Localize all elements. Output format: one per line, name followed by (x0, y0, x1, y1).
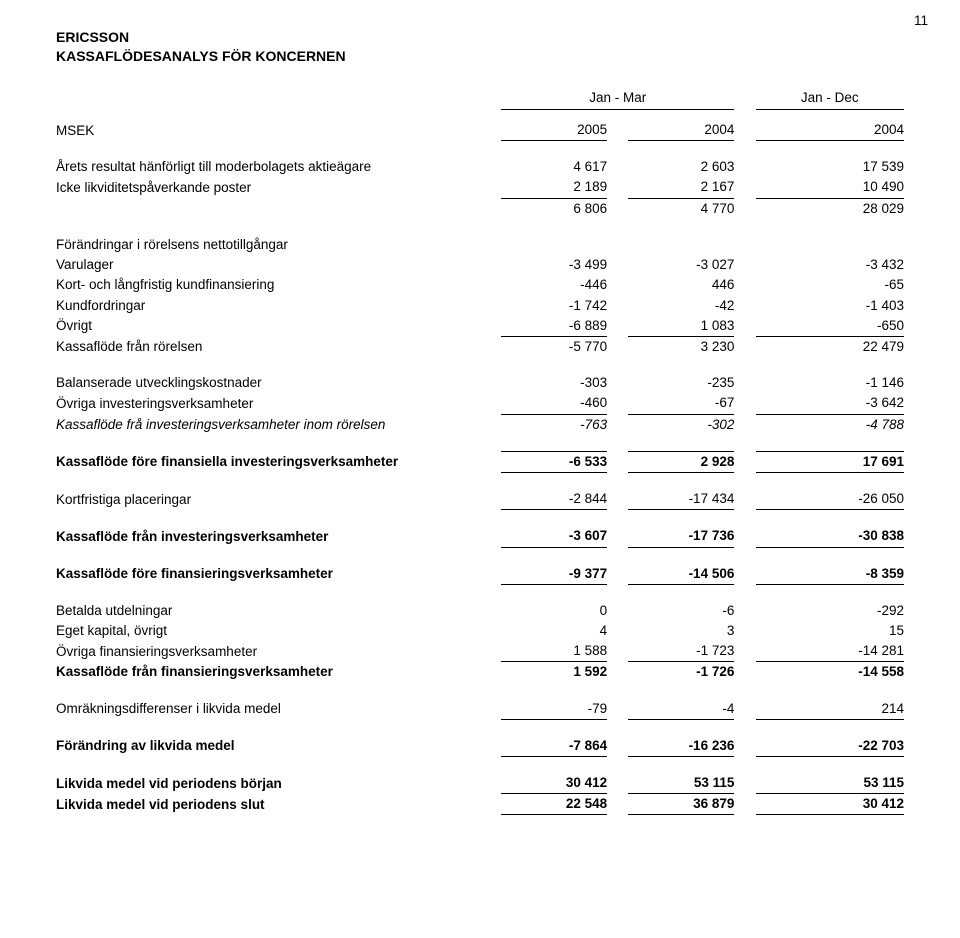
row-liq-begin: Likvida medel vid periodens början30 412… (56, 773, 904, 794)
period1: Jan - Mar (501, 88, 734, 110)
row-changes-hdr: Förändringar i rörelsens nettotillgångar (56, 235, 904, 255)
row-net-result: Årets resultat hänförligt till moderbola… (56, 157, 904, 177)
row-cf-from-fin: Kassaflöde från finansieringsverksamhete… (56, 662, 904, 683)
statement-table: Jan - Mar Jan - Dec MSEK 2005 2004 2004 … (56, 88, 904, 816)
year-header-row: MSEK 2005 2004 2004 (56, 120, 904, 141)
row-cust-fin: Kort- och långfristig kundfinansiering-4… (56, 275, 904, 295)
row-change-liq: Förändring av likvida medel-7 864-16 236… (56, 736, 904, 757)
row-cap-dev: Balanserade utvecklingskostnader-303-235… (56, 373, 904, 393)
unit-label: MSEK (56, 120, 501, 141)
col-2005: 2005 (501, 120, 607, 141)
title-line1: ERICSSON (56, 28, 904, 47)
row-cf-inv-ops: Kassaflöde frå investeringsverksamheter … (56, 414, 904, 435)
row-dividends: Betalda utdelningar0-6-292 (56, 601, 904, 621)
title-line2: KASSAFLÖDESANALYS FÖR KONCERNEN (56, 47, 904, 66)
row-non-liq: Icke likviditetspåverkande poster 2 189 … (56, 177, 904, 198)
row-cf-before-fin-inv: Kassaflöde före finansiella investerings… (56, 451, 904, 472)
row-receivables: Kundfordringar-1 742-42-1 403 (56, 296, 904, 316)
row-cf-ops: Kassaflöde från rörelsen-5 7703 23022 47… (56, 336, 904, 357)
row-fx-diff: Omräkningsdifferenser i likvida medel-79… (56, 699, 904, 720)
row-subtotal1: 6 806 4 770 28 029 (56, 198, 904, 219)
period2: Jan - Dec (756, 88, 904, 110)
row-inventory: Varulager-3 499-3 027-3 432 (56, 255, 904, 275)
row-equity-other: Eget kapital, övrigt4315 (56, 621, 904, 641)
row-other: Övrigt-6 8891 083-650 (56, 316, 904, 337)
row-cf-from-inv: Kassaflöde från investeringsverksamheter… (56, 526, 904, 547)
col-2004a: 2004 (628, 120, 734, 141)
row-other-inv: Övriga investeringsverksamheter-460-67-3… (56, 393, 904, 414)
page-number: 11 (914, 12, 928, 30)
period-header-row: Jan - Mar Jan - Dec (56, 88, 904, 110)
row-other-fin: Övriga finansieringsverksamheter1 588-1 … (56, 641, 904, 662)
row-short-plac: Kortfristiga placeringar-2 844-17 434-26… (56, 489, 904, 510)
row-liq-end: Likvida medel vid periodens slut22 54836… (56, 794, 904, 815)
col-2004b: 2004 (756, 120, 904, 141)
row-cf-before-fin: Kassaflöde före finansieringsverksamhete… (56, 564, 904, 585)
